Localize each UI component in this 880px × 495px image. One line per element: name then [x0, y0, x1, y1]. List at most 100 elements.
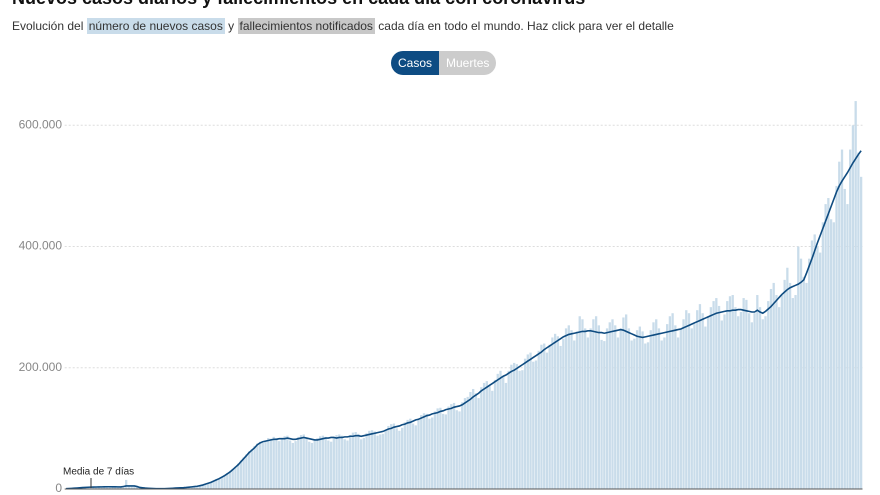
- y-tick-label: 400.000: [19, 239, 63, 253]
- bar: [633, 338, 636, 489]
- bar: [373, 431, 376, 489]
- bar: [627, 328, 631, 489]
- bar: [196, 486, 199, 489]
- bar: [450, 404, 453, 489]
- bar: [756, 295, 759, 489]
- subtitle-text: cada día en todo el mundo. Haz click par…: [378, 19, 674, 33]
- bar: [553, 333, 557, 489]
- button-deaths[interactable]: Muertes: [439, 51, 497, 75]
- bar: [122, 487, 125, 489]
- bar: [767, 301, 770, 489]
- bar: [247, 451, 251, 489]
- bar: [278, 441, 281, 489]
- bar: [256, 443, 259, 489]
- bar: [267, 438, 270, 489]
- bar: [461, 402, 464, 489]
- bar: [324, 436, 327, 489]
- bar: [253, 445, 256, 489]
- bar: [299, 435, 303, 489]
- legend-cases: número de nuevos casos: [86, 18, 225, 34]
- bar: [819, 252, 822, 489]
- bar: [272, 436, 275, 489]
- bar: [354, 432, 357, 489]
- bar: [600, 339, 603, 489]
- bar: [854, 101, 857, 490]
- bar: [778, 307, 781, 489]
- bar: [357, 433, 360, 489]
- bar: [739, 312, 743, 489]
- bar: [584, 328, 587, 489]
- bar: [827, 198, 830, 490]
- bar: [288, 440, 292, 489]
- bar: [737, 316, 740, 489]
- bar: [480, 387, 483, 489]
- bar: [723, 314, 726, 489]
- bar: [395, 428, 398, 489]
- bar: [614, 325, 617, 489]
- bar: [431, 417, 434, 489]
- bar: [198, 485, 202, 489]
- bar: [496, 373, 499, 489]
- bar: [294, 441, 297, 489]
- bar: [305, 438, 308, 489]
- bar: [611, 319, 614, 489]
- bar: [657, 328, 661, 489]
- bar: [838, 161, 841, 489]
- bar: [589, 328, 592, 489]
- bar: [425, 413, 428, 489]
- bar: [103, 486, 106, 489]
- bar: [455, 410, 458, 489]
- bar: [769, 288, 773, 489]
- bar: [745, 299, 748, 489]
- bar: [190, 486, 193, 489]
- bar: [280, 439, 284, 489]
- bar: [138, 487, 141, 489]
- bar: [717, 305, 721, 489]
- bar: [846, 204, 849, 489]
- bar: [365, 433, 368, 489]
- bar: [857, 152, 860, 490]
- bar: [447, 406, 450, 489]
- bar: [469, 392, 472, 489]
- bar: [239, 460, 243, 489]
- bar: [666, 324, 669, 489]
- bar: [660, 340, 663, 489]
- bar: [696, 310, 699, 489]
- bar: [491, 390, 494, 489]
- bar: [237, 463, 240, 489]
- bar: [297, 436, 300, 489]
- bar: [507, 370, 510, 489]
- bar: [406, 419, 409, 489]
- bar: [125, 479, 128, 489]
- bar: [813, 234, 816, 489]
- bar: [802, 276, 805, 489]
- bar: [821, 222, 825, 490]
- bar: [619, 328, 622, 489]
- bar: [261, 442, 264, 489]
- bar: [742, 298, 745, 489]
- bar: [512, 362, 516, 489]
- bar: [788, 282, 792, 489]
- bar: [687, 313, 691, 489]
- bar: [452, 402, 456, 489]
- bar: [851, 125, 855, 490]
- button-cases[interactable]: Casos: [391, 51, 440, 75]
- y-tick-label: 0: [55, 481, 62, 495]
- bar: [436, 408, 439, 489]
- bar: [223, 475, 226, 489]
- bar: [663, 337, 666, 489]
- bar: [573, 340, 576, 489]
- bar: [215, 479, 218, 489]
- bar: [638, 326, 641, 489]
- subtitle: Evolución del número de nuevos casos y f…: [12, 18, 674, 34]
- bar: [417, 419, 420, 489]
- bar: [275, 438, 278, 489]
- bar: [335, 435, 338, 489]
- bar: [829, 219, 833, 489]
- bar: [493, 379, 497, 489]
- bar: [567, 325, 570, 489]
- bar: [381, 433, 385, 489]
- bar: [291, 442, 294, 489]
- bar: [114, 486, 117, 489]
- bar: [105, 486, 109, 489]
